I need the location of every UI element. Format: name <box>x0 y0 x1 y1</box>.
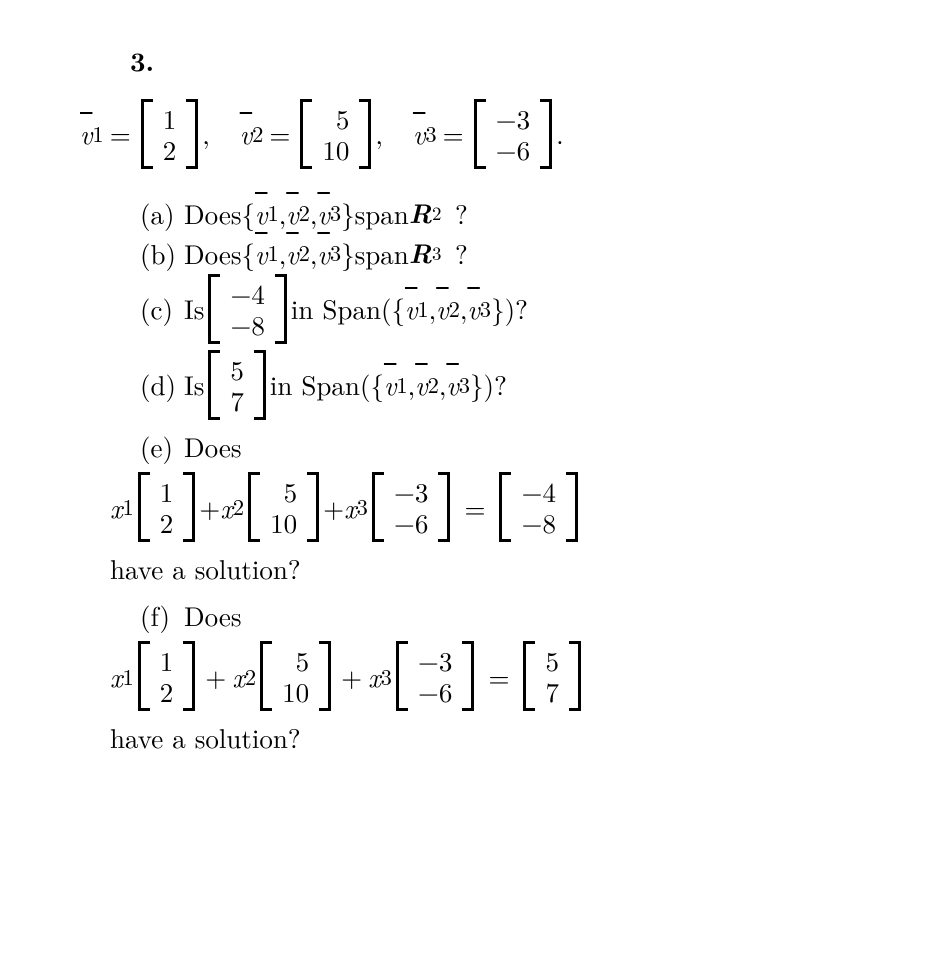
v2-0: 5 <box>336 103 350 134</box>
x2: x <box>220 487 233 528</box>
eq: = <box>443 113 464 154</box>
part-d: (d) Is 57 in Span ({ v1, v2, v3 })? <box>140 350 888 420</box>
equation-f: x1 12 + x2 510 + x3 −3−6 = 57 <box>110 641 888 711</box>
v2-matrix: 510 <box>300 99 371 169</box>
f-rhs: 57 <box>523 641 581 711</box>
R: R <box>409 193 432 234</box>
d-matrix: 57 <box>208 350 266 420</box>
label-b: (b) <box>140 233 184 274</box>
v2-1: 10 <box>322 134 349 165</box>
x1: x <box>110 487 123 528</box>
problem-number: 3. <box>130 40 888 81</box>
set-v1: v <box>255 193 267 234</box>
span-word: span <box>355 193 409 234</box>
part-f: (f) Does <box>140 595 888 636</box>
v1-sub: 1 <box>92 117 103 151</box>
comma: , <box>202 113 210 154</box>
vector-definitions: v1 = 12 , v2 = 510 , v3 = −3−6 . <box>80 99 888 169</box>
R-exp: 2 <box>432 199 441 227</box>
label-c: (c) <box>140 288 184 329</box>
v1-0: 1 <box>163 103 177 134</box>
v1-1: 2 <box>163 134 177 165</box>
v3-sub: 3 <box>425 117 436 151</box>
v3-1: −6 <box>496 134 531 165</box>
label-d: (d) <box>140 364 184 405</box>
v2-sym: v <box>240 113 252 154</box>
rbrace: } <box>341 193 355 234</box>
v3-sym: v <box>413 113 425 154</box>
in-span: in Span <box>291 288 381 329</box>
have-f: have a solution? <box>110 717 888 758</box>
label-f: (f) <box>140 595 184 636</box>
v3-matrix: −3−6 <box>474 99 553 169</box>
x3: x <box>344 487 357 528</box>
part-b: (b) Does { v1, v2, v3 } span R3 ? <box>140 233 888 274</box>
v1-sym: v <box>80 113 92 154</box>
e-rhs: −4−8 <box>499 472 578 542</box>
equation-e: x1 12 + x2 510 + x3 −3−6 = −4−8 <box>110 472 888 542</box>
dot: . <box>556 113 564 154</box>
part-c: (c) Is −4−8 in Span ({ v1, v2, v3 })? <box>140 274 888 344</box>
part-e: (e) Does <box>140 426 888 467</box>
lbrace: { <box>242 193 256 234</box>
set-v3: v <box>317 193 329 234</box>
label-a: (a) <box>140 193 184 234</box>
label-e: (e) <box>140 426 184 467</box>
eq: = <box>269 113 290 154</box>
v2-sub: 2 <box>252 117 263 151</box>
comma: , <box>375 113 383 154</box>
does: Does <box>184 193 242 234</box>
v3-0: −3 <box>496 103 531 134</box>
part-a: (a) Does { v1, v2, v3 } span R2 ? <box>140 193 888 234</box>
c-matrix: −4−8 <box>208 274 287 344</box>
eq: = <box>110 113 131 154</box>
set-v2: v <box>286 193 298 234</box>
have-e: have a solution? <box>110 548 888 589</box>
q: ? <box>455 193 468 234</box>
v1-matrix: 12 <box>141 99 199 169</box>
